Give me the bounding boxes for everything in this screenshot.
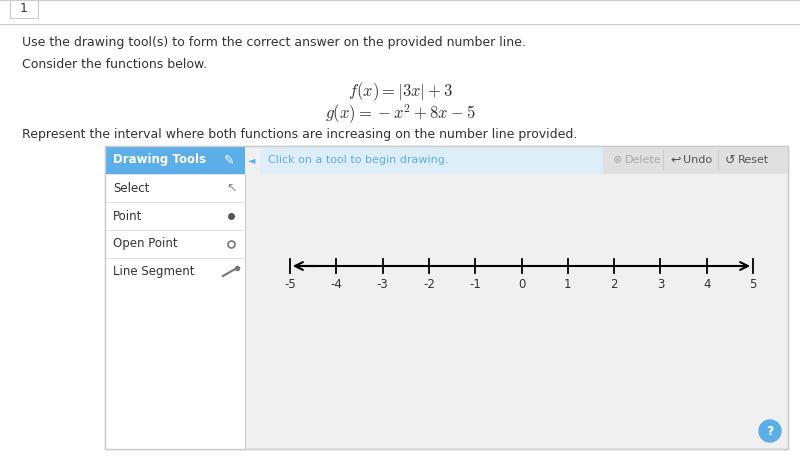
Text: $f(x) = |3x| + 3$: $f(x) = |3x| + 3$ xyxy=(347,80,453,103)
Text: -4: -4 xyxy=(330,278,342,291)
Circle shape xyxy=(759,420,781,442)
Text: ↖: ↖ xyxy=(226,182,236,195)
Text: Click on a tool to begin drawing.: Click on a tool to begin drawing. xyxy=(268,155,449,165)
Text: Point: Point xyxy=(113,209,142,223)
Bar xyxy=(105,146,245,174)
Text: Reset: Reset xyxy=(738,155,769,165)
Text: $g(x) = -x^2 + 8x - 5$: $g(x) = -x^2 + 8x - 5$ xyxy=(325,103,475,126)
Text: 5: 5 xyxy=(750,278,757,291)
Text: 1: 1 xyxy=(564,278,571,291)
Text: ↺: ↺ xyxy=(725,154,735,166)
Text: -1: -1 xyxy=(470,278,481,291)
Bar xyxy=(105,146,788,449)
Text: ⊗: ⊗ xyxy=(613,155,622,165)
Text: ◄: ◄ xyxy=(248,155,256,165)
Bar xyxy=(603,146,788,174)
Bar xyxy=(260,146,603,174)
Text: Represent the interval where both functions are increasing on the number line pr: Represent the interval where both functi… xyxy=(22,128,578,141)
Bar xyxy=(105,146,788,449)
Text: 3: 3 xyxy=(657,278,664,291)
Text: ?: ? xyxy=(766,425,774,437)
Text: 4: 4 xyxy=(703,278,710,291)
Text: 2: 2 xyxy=(610,278,618,291)
Text: 1: 1 xyxy=(20,2,28,16)
Text: Use the drawing tool(s) to form the correct answer on the provided number line.: Use the drawing tool(s) to form the corr… xyxy=(22,36,526,49)
Text: Delete: Delete xyxy=(625,155,662,165)
FancyBboxPatch shape xyxy=(10,0,38,18)
Text: Select: Select xyxy=(113,182,150,195)
Text: -3: -3 xyxy=(377,278,389,291)
Text: 0: 0 xyxy=(518,278,525,291)
Text: -5: -5 xyxy=(284,278,296,291)
Text: ↩: ↩ xyxy=(670,154,681,166)
Text: Line Segment: Line Segment xyxy=(113,266,194,278)
Text: ✎: ✎ xyxy=(224,154,234,166)
Text: -2: -2 xyxy=(423,278,435,291)
Text: Consider the functions below.: Consider the functions below. xyxy=(22,58,207,71)
Text: Undo: Undo xyxy=(683,155,712,165)
Bar xyxy=(105,174,245,449)
Text: Drawing Tools: Drawing Tools xyxy=(113,154,206,166)
Text: Open Point: Open Point xyxy=(113,237,178,250)
